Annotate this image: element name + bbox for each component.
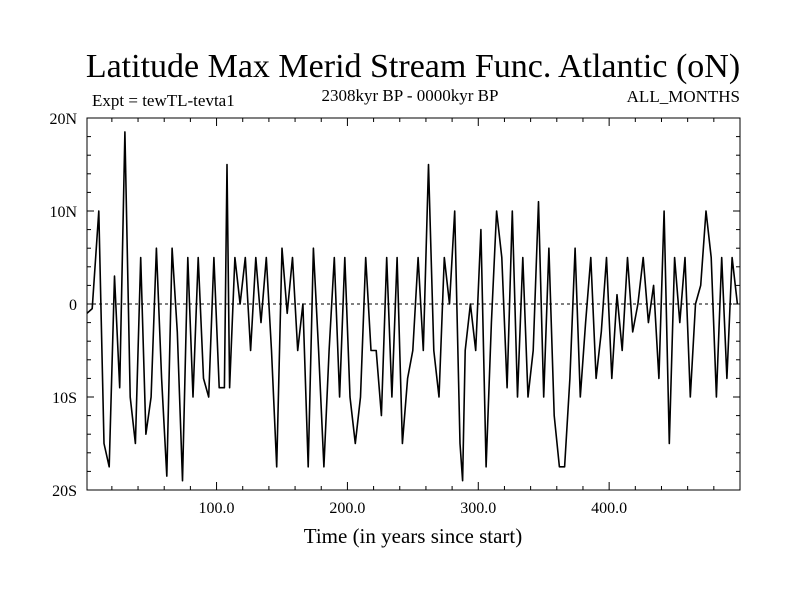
x-tick-label: 100.0 [199, 500, 235, 517]
axes: 20N 10N 0 10S 20S 100.0 200.0 300.0 400.0 [49, 111, 740, 517]
y-tick-label: 0 [69, 297, 77, 314]
chart-subtitle-right: ALL_MONTHS [627, 87, 740, 106]
y-tick-label: 10S [52, 390, 77, 407]
chart-subtitle-center: 2308kyr BP - 0000kyr BP [322, 86, 499, 105]
y-tick-label: 20N [49, 111, 77, 128]
x-tick-label: 400.0 [591, 500, 627, 517]
x-axis-label: Time (in years since start) [304, 524, 523, 548]
chart-subtitle-left: Expt = tewTL-tevta1 [92, 91, 235, 110]
series-line [86, 131, 739, 482]
x-tick-label: 200.0 [329, 500, 365, 517]
chart-title: Latitude Max Merid Stream Func. Atlantic… [86, 48, 740, 85]
y-tick-label: 10N [49, 204, 77, 221]
y-tick-label: 20S [52, 483, 77, 500]
x-tick-label: 300.0 [460, 500, 496, 517]
